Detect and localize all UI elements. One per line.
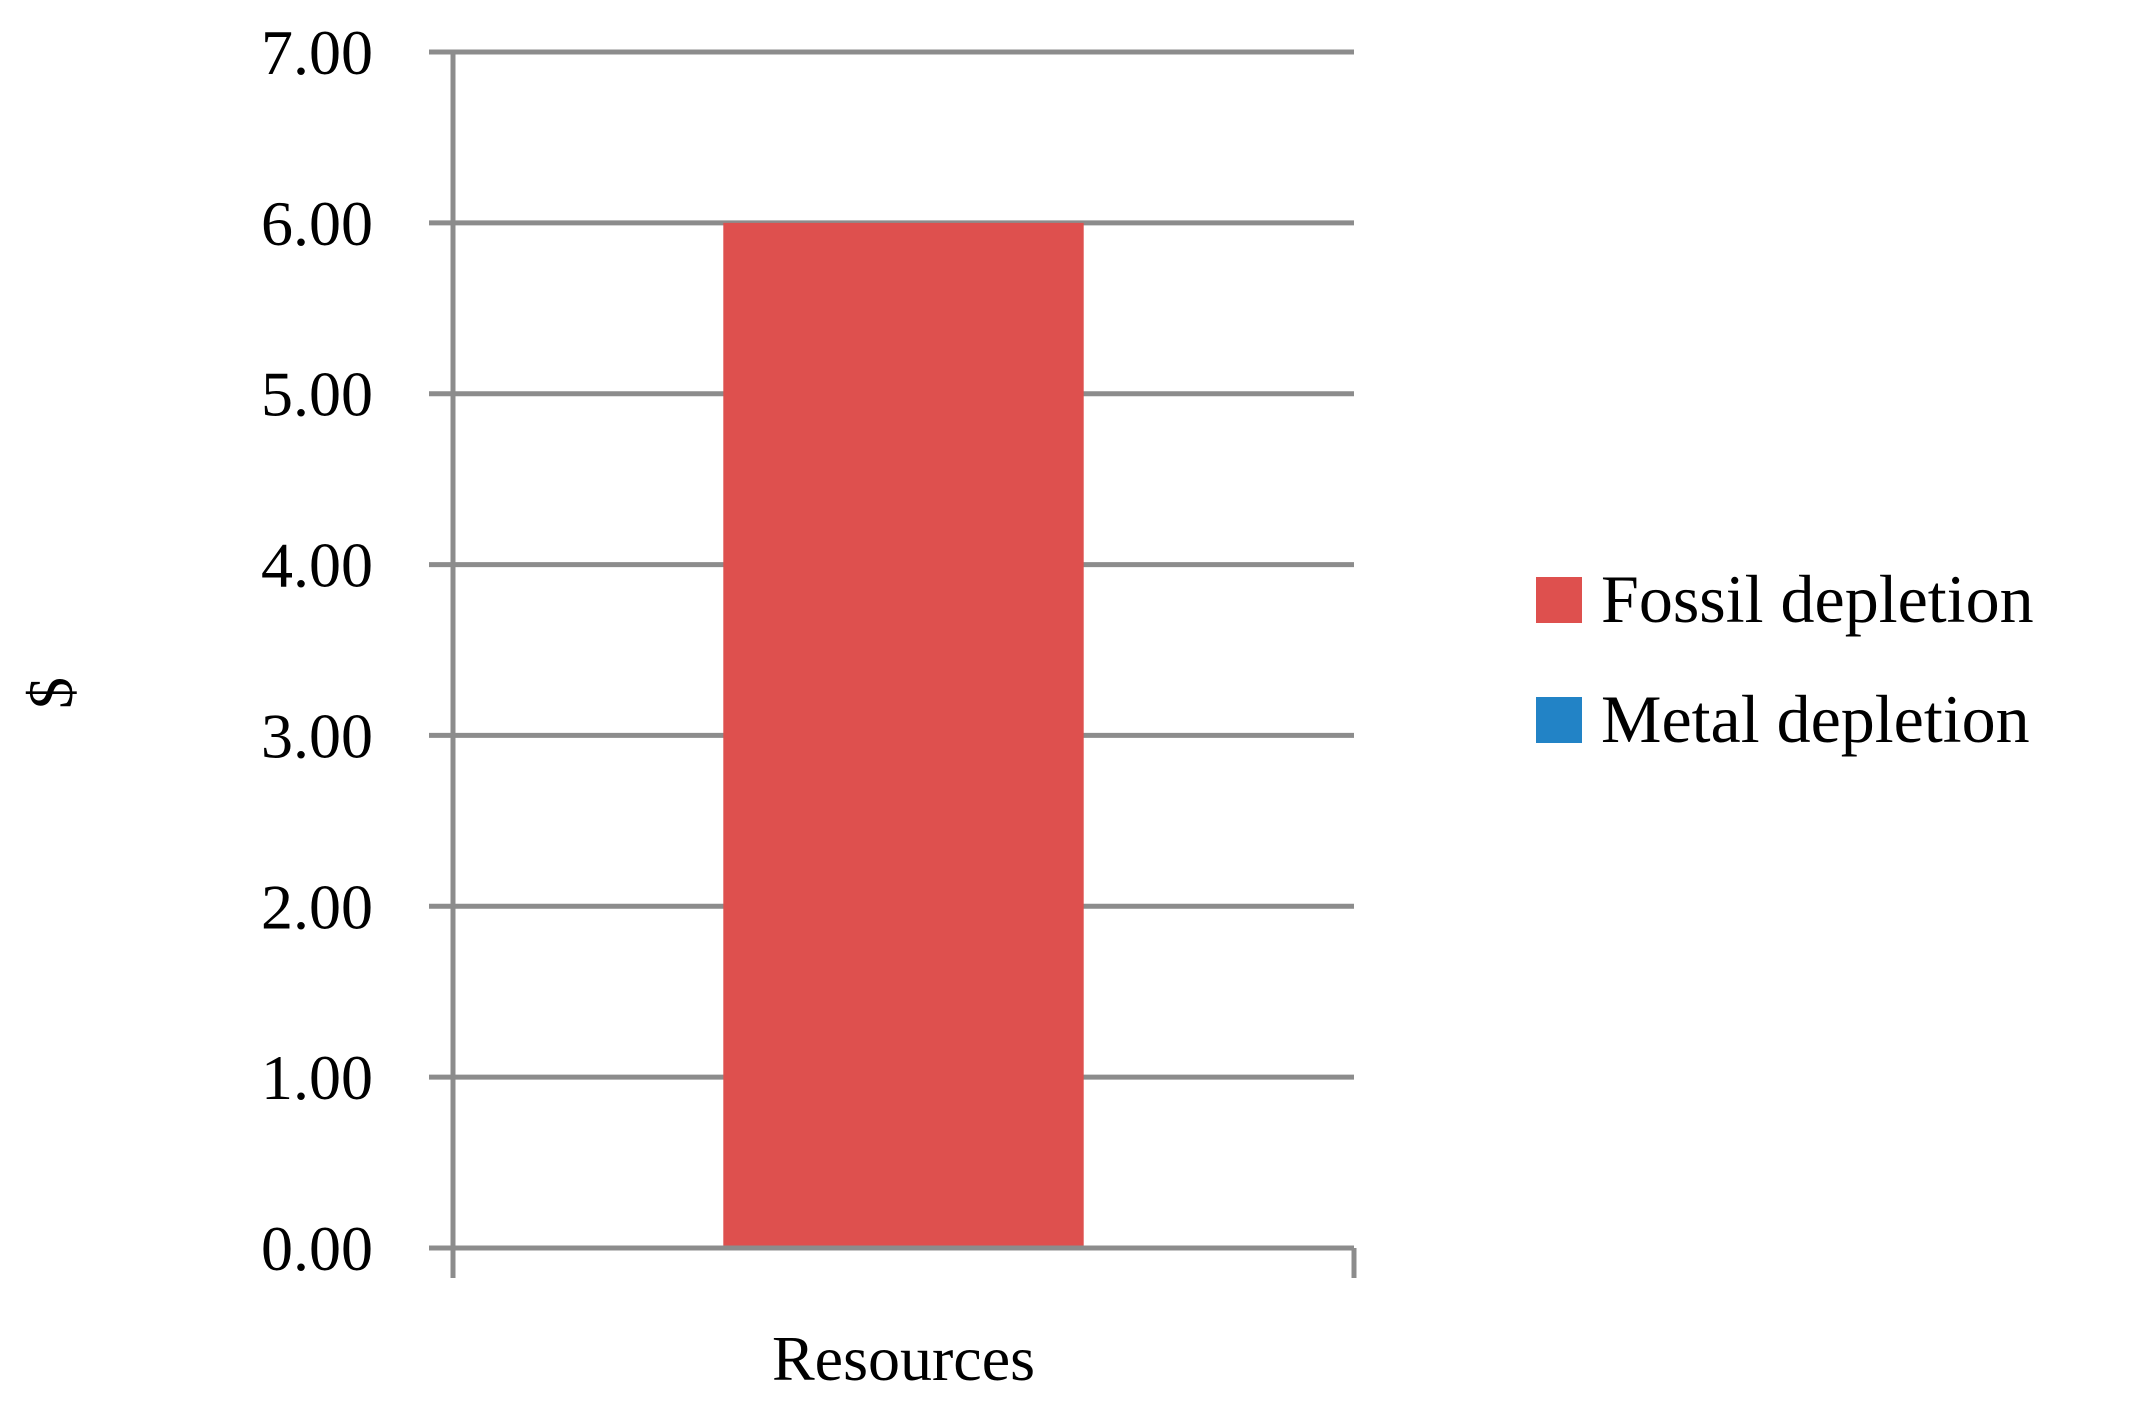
y-tick-label: 2.00	[261, 871, 373, 942]
bar	[723, 222, 1084, 1248]
axes	[429, 52, 1357, 1278]
y-axis-title: $	[15, 677, 86, 709]
legend-label: Fossil depletion	[1601, 561, 2034, 637]
y-tick-label: 1.00	[261, 1042, 373, 1113]
tick-labels: 0.00 1.00 2.00 3.00 4.00 5.00 6.00 7.00 Resource…	[15, 17, 1035, 1394]
y-tick-label: 7.00	[261, 17, 373, 88]
y-tick-label: 0.00	[261, 1213, 373, 1284]
y-tick-label: 3.00	[261, 700, 373, 771]
legend-swatch	[1536, 577, 1582, 623]
x-category-label: Resources	[772, 1323, 1035, 1394]
legend-label: Metal depletion	[1601, 681, 2030, 757]
y-tick-label: 6.00	[261, 188, 373, 259]
legend: Fossil depletion Metal depletion	[1536, 561, 2034, 757]
y-tick-label: 5.00	[261, 359, 373, 430]
legend-swatch	[1536, 697, 1582, 743]
bars	[723, 222, 1084, 1248]
y-tick-label: 4.00	[261, 530, 373, 601]
